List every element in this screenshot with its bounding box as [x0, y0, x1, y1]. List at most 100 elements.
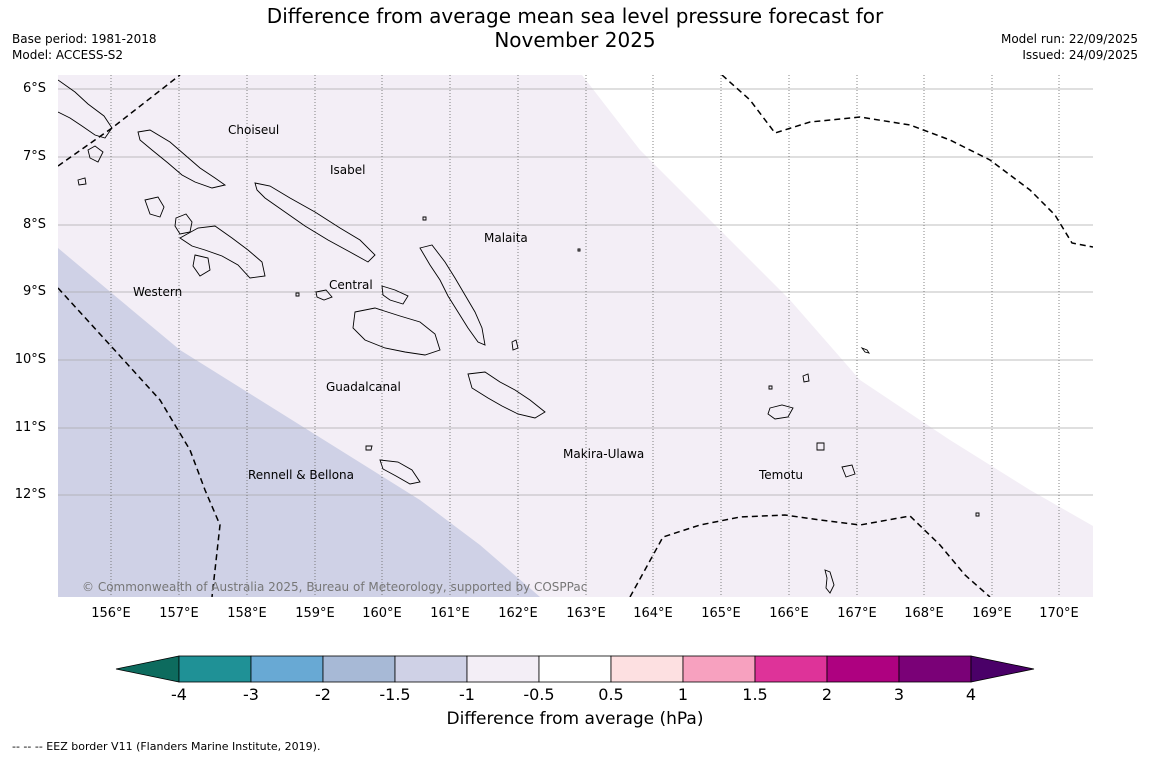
title-line-1: Difference from average mean sea level p…: [266, 4, 884, 28]
island-nggela: [381, 285, 409, 305]
province-label-central: Central: [329, 278, 373, 292]
province-label-isabel: Isabel: [330, 163, 366, 177]
lon-label-161e: 161°E: [430, 606, 470, 621]
colorbar-tick: 2: [821, 685, 833, 704]
graticule: [58, 75, 1093, 597]
colorbar-bin-1: [178, 655, 252, 683]
colorbar-tick: 1.5: [742, 685, 768, 704]
colorbar-bin-10: [826, 655, 900, 683]
lon-label-167e: 167°E: [837, 606, 877, 621]
chart-title: Difference from average mean sea level p…: [250, 4, 900, 52]
province-label-temotu: Temotu: [759, 468, 804, 482]
island-duff: [860, 346, 871, 354]
lon-label-159e: 159°E: [295, 606, 335, 621]
colorbar-tick: -4: [171, 685, 187, 704]
lat-label-8s: 8°S: [22, 217, 46, 232]
colorbar-bin-4: [394, 655, 468, 683]
lon-label-170e: 170°E: [1039, 606, 1079, 621]
island-small-3: [295, 292, 300, 297]
island-choiseul: [137, 129, 227, 189]
copyright-notice: © Commonwealth of Australia 2025, Bureau…: [82, 580, 588, 594]
island-malaita: [419, 244, 486, 346]
colorbar-tick: 0.5: [598, 685, 624, 704]
lat-label-10s: 10°S: [14, 352, 46, 367]
island-russell: [315, 289, 333, 301]
lon-label-164e: 164°E: [633, 606, 673, 621]
island-rennell: [379, 459, 421, 485]
colorbar-tick: 1: [677, 685, 689, 704]
island-utupua: [816, 442, 825, 451]
province-label-western: Western: [133, 285, 183, 299]
colorbar-bin-7: [610, 655, 684, 683]
lat-label-6s: 6°S: [22, 81, 46, 96]
province-label-malaita: Malaita: [484, 231, 528, 245]
island-isabel: [254, 182, 376, 263]
island-anuta: [975, 512, 980, 517]
lat-label-12s: 12°S: [14, 487, 46, 502]
meta-right: Model run: 22/09/2025 Issued: 24/09/2025: [1001, 31, 1138, 63]
colorbar-tick: -3: [243, 685, 259, 704]
model-name: Model: ACCESS-S2: [12, 48, 124, 62]
lon-label-163e: 163°E: [566, 606, 606, 621]
lon-label-168e: 168°E: [904, 606, 944, 621]
island-small-4: [768, 385, 773, 390]
coastlines: [58, 79, 980, 594]
colorbar-tick: -1: [459, 685, 475, 704]
anomaly-zone-minus-1-5: [58, 248, 540, 597]
colorbar-bin-6: [538, 655, 612, 683]
lon-label-157e: 157°E: [159, 606, 199, 621]
colorbar-bin-2: [250, 655, 324, 683]
colorbar: [115, 655, 1035, 683]
province-label-makira-ulawa: Makira-Ulawa: [563, 447, 645, 461]
colorbar-extend-high: [970, 655, 1035, 683]
lat-label-7s: 7°S: [22, 149, 46, 164]
island-bougainville: [58, 79, 113, 139]
island-small-2: [577, 248, 581, 252]
island-new-georgia: [179, 225, 266, 279]
lon-label-156e: 156°E: [91, 606, 131, 621]
island-shortlands: [77, 177, 87, 186]
island-rendova: [192, 254, 211, 277]
colorbar-bin-3: [322, 655, 396, 683]
island-bellona: [365, 445, 373, 451]
colorbar-bin-8: [682, 655, 756, 683]
lon-label-160e: 160°E: [362, 606, 402, 621]
eez-footnote: -- -- -- EEZ border V11 (Flanders Marine…: [12, 740, 321, 753]
island-reef-islands: [802, 373, 810, 383]
colorbar-tick: -1.5: [379, 685, 411, 704]
lon-label-158e: 158°E: [227, 606, 267, 621]
colorbar-tick: -2: [315, 685, 331, 704]
meta-left: Base period: 1981-2018 Model: ACCESS-S2: [12, 31, 157, 63]
colorbar-tick: 3: [893, 685, 905, 704]
island-small-1: [422, 216, 427, 221]
island-vanikoro: [841, 464, 856, 478]
lon-label-166e: 166°E: [769, 606, 809, 621]
province-label-choiseul: Choiseul: [228, 123, 280, 137]
island-vella-lavella: [144, 196, 165, 218]
island-ndeni: [767, 404, 794, 420]
base-period: Base period: 1981-2018: [12, 32, 157, 46]
colorbar-bin-9: [754, 655, 828, 683]
island-ulawa: [511, 339, 519, 351]
issued-date: Issued: 24/09/2025: [1022, 48, 1138, 62]
colorbar-label: Difference from average (hPa): [446, 709, 704, 729]
lon-label-169e: 169°E: [972, 606, 1012, 621]
lon-label-162e: 162°E: [498, 606, 538, 621]
eez-border: [58, 75, 1093, 597]
title-line-2: November 2025: [494, 28, 656, 52]
colorbar-tick: -0.5: [523, 685, 555, 704]
island-guadalcanal: [352, 307, 441, 356]
model-run: Model run: 22/09/2025: [1000, 32, 1138, 46]
island-tikopia: [824, 569, 835, 594]
lat-label-9s: 9°S: [22, 284, 46, 299]
lat-label-11s: 11°S: [14, 420, 46, 435]
map-plot-area: [58, 75, 1093, 597]
island-makira: [467, 371, 546, 419]
colorbar-bin-11: [898, 655, 972, 683]
colorbar-bin-5: [466, 655, 540, 683]
island-buka: [87, 145, 104, 163]
province-label-guadalcanal: Guadalcanal: [326, 380, 401, 394]
colorbar-extend-low: [115, 655, 180, 683]
lon-label-165e: 165°E: [701, 606, 741, 621]
